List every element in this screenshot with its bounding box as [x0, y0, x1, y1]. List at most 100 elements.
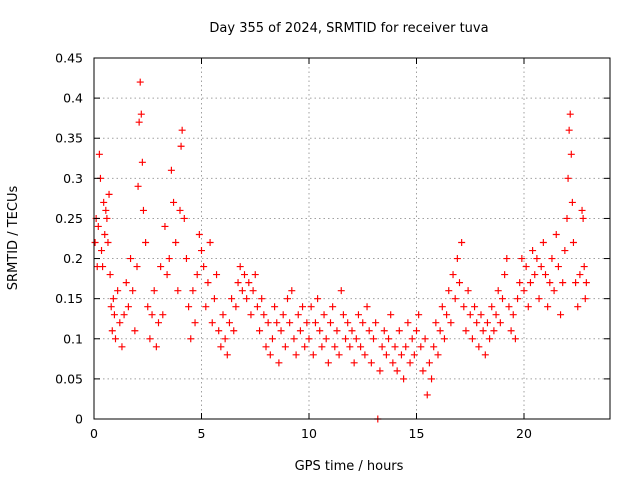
data-point [311, 319, 319, 327]
data-point [215, 327, 223, 335]
data-point [279, 311, 287, 319]
data-point [318, 343, 326, 351]
data-point [473, 319, 481, 327]
chart-title: Day 355 of 2024, SRMTID for receiver tuv… [209, 21, 488, 36]
data-point [193, 271, 201, 279]
data-point [232, 303, 240, 311]
y-tick-label: 0.25 [55, 211, 83, 226]
data-point [408, 335, 416, 343]
data-point [481, 351, 489, 359]
y-tick-label: 0.2 [63, 251, 83, 266]
data-point [301, 343, 309, 351]
data-point [146, 335, 154, 343]
data-point [292, 351, 300, 359]
data-point [499, 295, 506, 303]
data-point [320, 311, 328, 319]
data-point [436, 327, 444, 335]
data-point [187, 335, 195, 343]
data-point [112, 335, 119, 343]
data-point [253, 303, 261, 311]
data-point [316, 327, 324, 335]
data-point [393, 367, 401, 375]
data-point [569, 239, 577, 247]
data-point [462, 327, 470, 335]
data-point [294, 311, 302, 319]
data-point [449, 271, 457, 279]
data-point [299, 303, 307, 311]
data-point [488, 303, 496, 311]
data-point [236, 263, 244, 271]
data-point [138, 158, 146, 166]
data-point [219, 311, 227, 319]
data-point [361, 351, 369, 359]
data-point [106, 271, 114, 279]
data-point [581, 295, 589, 303]
data-point [443, 311, 451, 319]
data-point [260, 311, 268, 319]
data-point [344, 319, 352, 327]
data-point [557, 311, 565, 319]
data-point [518, 255, 526, 263]
data-point [522, 263, 530, 271]
data-point [352, 335, 360, 343]
data-point [286, 319, 294, 327]
data-point [542, 271, 549, 279]
y-tick-label: 0.45 [55, 51, 83, 66]
data-point [243, 295, 251, 303]
data-point [155, 319, 162, 327]
data-point [516, 279, 524, 287]
data-point [100, 198, 108, 206]
data-point [509, 311, 517, 319]
data-point [554, 263, 562, 271]
data-point [329, 303, 337, 311]
data-point [453, 255, 461, 263]
data-point [114, 287, 122, 295]
data-point [486, 335, 494, 343]
data-point [170, 198, 178, 206]
data-point [539, 239, 547, 247]
data-point [546, 279, 554, 287]
data-point [376, 367, 384, 375]
data-point [225, 319, 233, 327]
y-axis-label: SRMTID / TECUs [6, 186, 21, 291]
data-point [288, 287, 296, 295]
data-point [120, 311, 128, 319]
data-point [456, 279, 463, 287]
data-point [520, 287, 528, 295]
data-point [494, 287, 502, 295]
x-tick-label: 15 [409, 426, 425, 441]
data-point [290, 335, 298, 343]
data-point [331, 343, 339, 351]
data-point [206, 239, 214, 247]
data-point [102, 206, 110, 214]
data-point [496, 319, 504, 327]
data-point [198, 247, 205, 255]
data-point [380, 327, 388, 335]
x-tick-label: 20 [516, 426, 532, 441]
data-point [135, 118, 143, 126]
data-point [137, 110, 145, 118]
data-point [471, 303, 479, 311]
data-point [223, 351, 231, 359]
data-point [101, 230, 109, 238]
data-point [382, 351, 390, 359]
data-point [404, 319, 412, 327]
data-point [208, 319, 216, 327]
data-point [176, 206, 184, 214]
data-point [445, 287, 453, 295]
data-point [213, 271, 221, 279]
data-point [273, 319, 281, 327]
data-point [346, 343, 354, 351]
data-point [322, 335, 330, 343]
data-point [561, 247, 569, 255]
data-point [107, 303, 115, 311]
data-point [432, 319, 440, 327]
data-point [372, 319, 380, 327]
data-point [167, 166, 175, 174]
data-point [251, 271, 259, 279]
data-point [296, 327, 304, 335]
data-point [378, 343, 386, 351]
ticks-layer: 0 5 10 15 20 0 0.05 0.1 0.15 0.2 0.25 0.3 0.35 0.4 0.4… [55, 51, 610, 441]
data-point [582, 279, 590, 287]
